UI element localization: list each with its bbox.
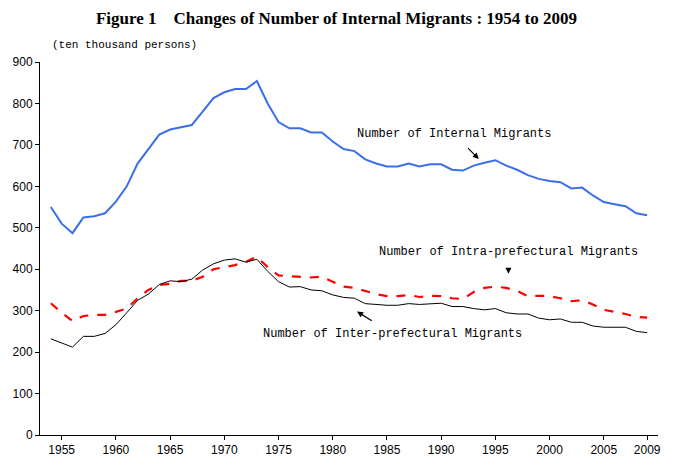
svg-text:2005: 2005 bbox=[590, 443, 617, 457]
svg-text:100: 100 bbox=[13, 387, 33, 401]
svg-text:300: 300 bbox=[13, 304, 33, 318]
svg-text:600: 600 bbox=[13, 180, 33, 194]
svg-text:1970: 1970 bbox=[211, 443, 238, 457]
svg-text:900: 900 bbox=[13, 55, 33, 69]
svg-text:1985: 1985 bbox=[374, 443, 401, 457]
svg-text:800: 800 bbox=[13, 97, 33, 111]
svg-text:1975: 1975 bbox=[265, 443, 292, 457]
svg-text:Number of Intra-prefectural Mi: Number of Intra-prefectural Migrants bbox=[379, 245, 638, 259]
svg-text:700: 700 bbox=[13, 138, 33, 152]
svg-text:Figure 1 Changes of Number of: Figure 1 Changes of Number of Internal M… bbox=[96, 9, 577, 28]
svg-text:1955: 1955 bbox=[48, 443, 75, 457]
svg-text:Number of Inter-prefectural Mi: Number of Inter-prefectural Migrants bbox=[263, 327, 522, 341]
svg-text:1980: 1980 bbox=[319, 443, 346, 457]
svg-text:1960: 1960 bbox=[103, 443, 130, 457]
svg-text:500: 500 bbox=[13, 221, 33, 235]
svg-text:1990: 1990 bbox=[428, 443, 455, 457]
svg-text:Number of Internal Migrants: Number of Internal Migrants bbox=[357, 127, 551, 141]
svg-text:200: 200 bbox=[13, 345, 33, 359]
svg-text:2009: 2009 bbox=[634, 443, 661, 457]
svg-text:(ten thousand persons): (ten thousand persons) bbox=[52, 39, 197, 51]
svg-text:1995: 1995 bbox=[482, 443, 509, 457]
svg-text:1965: 1965 bbox=[157, 443, 184, 457]
svg-text:2000: 2000 bbox=[536, 443, 563, 457]
svg-text:400: 400 bbox=[13, 262, 33, 276]
svg-text:0: 0 bbox=[26, 428, 33, 442]
